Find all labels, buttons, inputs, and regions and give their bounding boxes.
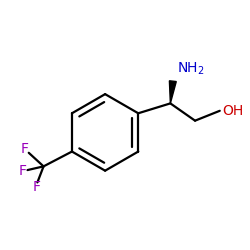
Text: F: F bbox=[21, 142, 29, 156]
Text: F: F bbox=[18, 164, 26, 178]
Text: F: F bbox=[32, 180, 40, 194]
Text: OH: OH bbox=[222, 104, 244, 118]
Polygon shape bbox=[170, 81, 176, 104]
Text: NH$_2$: NH$_2$ bbox=[176, 61, 204, 78]
